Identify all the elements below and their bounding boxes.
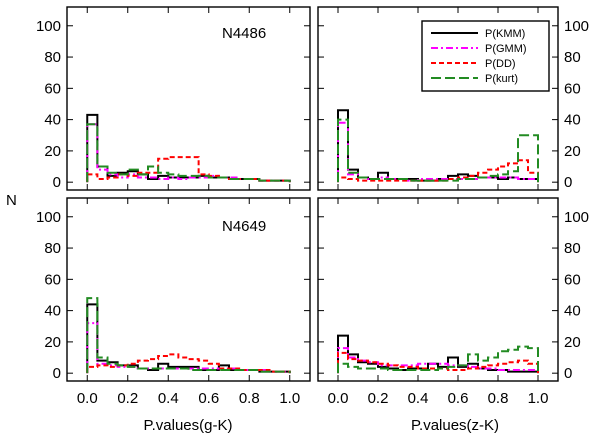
- x-tick-label: 0.8: [488, 390, 509, 407]
- y-tick-label: 60: [44, 80, 61, 97]
- legend: P(KMM) P(GMM) P(DD) P(kurt): [421, 20, 550, 92]
- x-axis-label-right: P.values(z-K): [411, 417, 499, 434]
- y-tick-label-right: 0: [564, 365, 572, 382]
- y-tick-label-right: 100: [564, 18, 589, 35]
- y-tick-label-right: 100: [564, 209, 589, 226]
- panel-label: N4486: [222, 25, 266, 42]
- histogram-pkurt: [86, 123, 291, 183]
- y-tick-label: 80: [44, 240, 61, 257]
- x-tick-label: 0.4: [158, 390, 179, 407]
- legend-label-kmm: P(KMM): [485, 28, 525, 40]
- panel-top-left: 0 20 40 60 80 100 N4486: [36, 6, 311, 191]
- y-tick-label-right: 80: [564, 240, 581, 257]
- panel-frame: [317, 197, 559, 382]
- x-tick-label: 1.0: [528, 390, 549, 407]
- y-tick-label-right: 0: [564, 174, 572, 191]
- y-tick-label: 0: [53, 365, 61, 382]
- x-tick-label: 0.0: [328, 390, 349, 407]
- legend-label-kurt: P(kurt): [485, 73, 518, 85]
- y-tick-label-right: 60: [564, 80, 581, 97]
- histogram-pkurt: [337, 118, 539, 183]
- y-tick-label-right: 20: [564, 143, 581, 160]
- histogram-pkmm: [86, 113, 291, 183]
- panel-frame: [317, 6, 559, 191]
- y-tick-label: 100: [36, 209, 61, 226]
- panel-top-right: 0 20 40 60 80 100: [317, 6, 589, 191]
- panel-label: N4649: [222, 218, 266, 235]
- y-tick-label-right: 80: [564, 49, 581, 66]
- y-tick-label-right: 60: [564, 271, 581, 288]
- x-tick-label: 0.4: [408, 390, 429, 407]
- legend-label-dd: P(DD): [485, 58, 516, 70]
- panel-frame: [66, 197, 311, 382]
- y-tick-label-right: 20: [564, 334, 581, 351]
- x-tick-label: 0.2: [368, 390, 389, 407]
- y-tick-label: 60: [44, 271, 61, 288]
- x-tick-label: 1.0: [279, 390, 300, 407]
- x-tick-label: 0.0: [77, 390, 98, 407]
- histogram-pgmm: [86, 322, 291, 374]
- x-axis-label-left: P.values(g-K): [144, 417, 233, 434]
- y-tick-label-right: 40: [564, 303, 581, 320]
- x-tick-label: 0.8: [239, 390, 260, 407]
- y-tick-label: 40: [44, 303, 61, 320]
- y-axis-label: N: [6, 192, 17, 209]
- y-tick-label: 80: [44, 49, 61, 66]
- panel-frame: [66, 6, 311, 191]
- histogram-pdd: [337, 351, 539, 374]
- histogram-pdd: [86, 353, 291, 374]
- panel-bottom-right: 0.0 0.2 0.4 0.6 0.8 1.0 0 20 40 60 80 100: [317, 197, 589, 407]
- y-tick-label: 20: [44, 143, 61, 160]
- panel-bottom-left: 0.0 0.2 0.4 0.6 0.8 1.0 0 20 40 60 80 100 N4649: [36, 197, 311, 407]
- y-tick-label: 100: [36, 18, 61, 35]
- x-tick-label: 0.2: [117, 390, 138, 407]
- y-tick-label: 40: [44, 112, 61, 129]
- y-tick-label-right: 40: [564, 112, 581, 129]
- y-tick-label: 0: [53, 174, 61, 191]
- histogram-pkurt: [86, 297, 291, 374]
- histogram-pkurt: [337, 345, 539, 374]
- x-tick-label: 0.6: [448, 390, 469, 407]
- legend-label-gmm: P(GMM): [485, 43, 527, 55]
- histogram-pgmm: [337, 347, 539, 374]
- histogram-pgmm: [86, 123, 291, 183]
- x-tick-label: 0.6: [198, 390, 219, 407]
- y-tick-label: 20: [44, 334, 61, 351]
